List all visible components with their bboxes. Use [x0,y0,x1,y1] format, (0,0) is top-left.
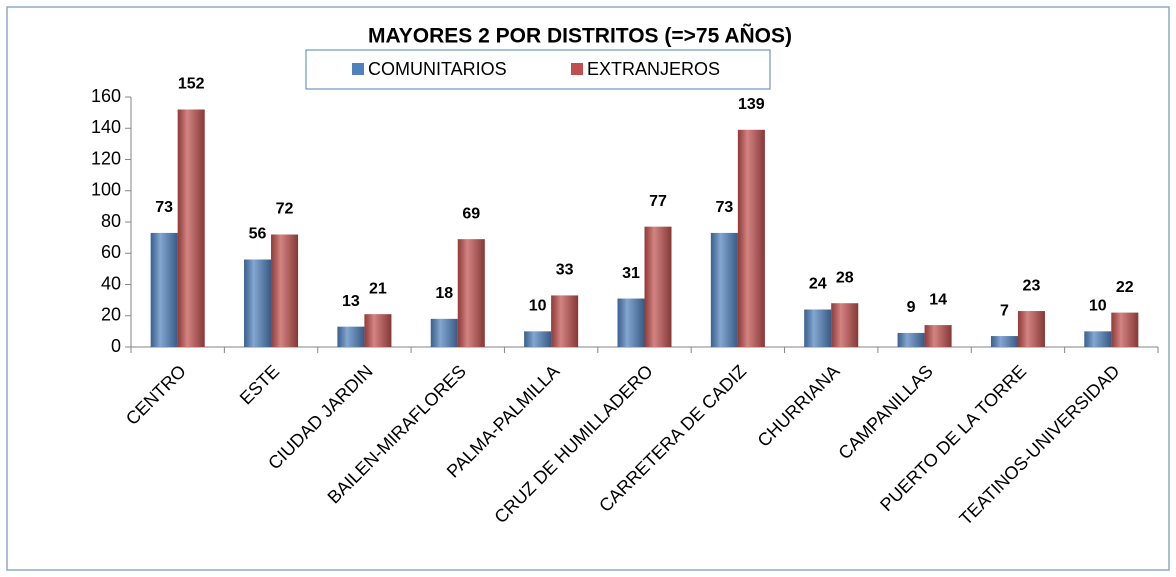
value-label: 14 [929,291,947,308]
bar-shading [364,314,392,347]
bar-shading [177,109,205,347]
y-tick-label: 80 [101,211,121,231]
value-label: 10 [1089,298,1107,315]
value-label: 13 [342,293,360,310]
legend-label: EXTRANJEROS [587,59,720,79]
value-label: 18 [435,285,453,302]
bar-shading [271,234,299,347]
bar-shading [804,309,832,347]
bar-shading [710,232,738,347]
bar-shading [337,326,365,347]
value-label: 139 [738,96,765,113]
value-label: 24 [809,276,827,293]
value-label: 69 [462,205,480,222]
value-label: 21 [369,280,387,297]
value-label: 56 [249,226,267,243]
bar-shading [551,295,579,347]
bar-shading [244,259,272,347]
bar-shading [1017,311,1045,347]
bar-shading [897,332,925,347]
y-tick-label: 40 [101,273,121,293]
bar-shading [1111,312,1139,347]
bar-shading [737,129,765,347]
bar-shading [644,226,672,347]
legend-swatch [571,63,583,75]
legend-box [305,49,771,90]
legend-swatch [352,63,364,75]
bar-shading [150,232,178,347]
value-label: 152 [178,76,205,93]
value-label: 23 [1023,277,1041,294]
bar-shading [457,239,485,347]
value-label: 28 [836,269,854,286]
value-label: 73 [155,199,173,216]
value-label: 7 [1000,302,1009,319]
value-label: 22 [1116,279,1134,296]
bar-shading [1084,331,1112,347]
bar-shading [524,331,552,347]
legend-label: COMUNITARIOS [368,59,507,79]
y-tick-label: 20 [101,305,121,325]
bar-shading [617,298,645,347]
bar-shading [430,318,458,347]
bar-shading [990,336,1018,347]
y-tick-label: 100 [91,180,121,200]
chart-title: MAYORES 2 POR DISTRITOS (=>75 AÑOS) [368,25,792,48]
value-label: 73 [715,199,733,216]
value-label: 10 [529,298,547,315]
y-tick-label: 60 [101,242,121,262]
value-label: 33 [556,262,574,279]
y-tick-label: 120 [91,148,121,168]
y-tick-label: 0 [111,336,121,356]
value-label: 9 [907,299,916,316]
value-label: 72 [276,201,294,218]
bar-shading [831,303,859,347]
y-tick-label: 140 [91,117,121,137]
bar-shading [924,325,952,347]
y-tick-label: 160 [91,86,121,106]
value-label: 31 [622,265,640,282]
value-label: 77 [649,193,667,210]
